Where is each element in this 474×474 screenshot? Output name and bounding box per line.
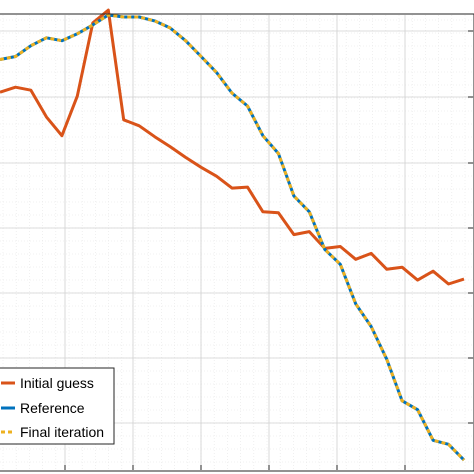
axis-ticks (64, 30, 473, 470)
axes-frame (0, 13, 474, 472)
legend-entry-reference: Reference (1, 400, 85, 416)
series-line-final-iteration (0, 13, 466, 462)
legend: Initial guess Reference Final iteration (0, 367, 115, 445)
legend-label-final-iteration: Final iteration (20, 424, 104, 440)
legend-label-reference: Reference (20, 400, 85, 416)
series-group (0, 8, 466, 462)
legend-box (0, 367, 115, 445)
legend-entry-initial-guess: Initial guess (1, 375, 94, 391)
legend-label-initial-guess: Initial guess (20, 375, 94, 391)
series-line-initial-guess (0, 8, 465, 286)
legend-entry-final-iteration: Final iteration (1, 424, 104, 440)
